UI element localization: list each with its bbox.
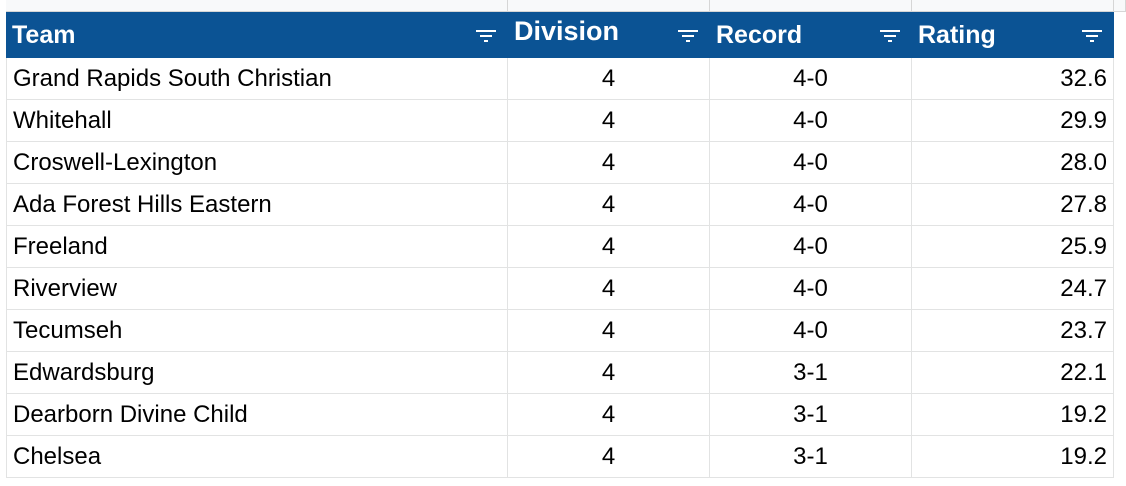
table-cell: Croswell-Lexington xyxy=(6,142,508,184)
table-cell: 29.9 xyxy=(912,100,1114,142)
table-cell: Ada Forest Hills Eastern xyxy=(6,184,508,226)
table-cell: Tecumseh xyxy=(6,310,508,352)
table-cell: 4 xyxy=(508,394,710,436)
table-cell: Grand Rapids South Christian xyxy=(6,58,508,100)
table-cell: 4-0 xyxy=(710,142,912,184)
table-cell: 19.2 xyxy=(912,394,1114,436)
previous-row-cell xyxy=(710,0,912,12)
table-cell: 4 xyxy=(508,352,710,394)
table-cell: 4 xyxy=(508,58,710,100)
filter-button[interactable] xyxy=(474,26,498,46)
table-cell: 4-0 xyxy=(710,310,912,352)
table-cell: 4-0 xyxy=(710,268,912,310)
table-cell: 32.6 xyxy=(912,58,1114,100)
header-label: Division xyxy=(514,15,620,46)
previous-row-cell xyxy=(6,0,508,12)
filter-icon xyxy=(880,30,900,42)
table-cell: 4 xyxy=(508,142,710,184)
header-label: Record xyxy=(716,20,803,49)
filter-icon xyxy=(476,30,496,42)
header-cell: Rating xyxy=(912,12,1114,58)
table-cell: 4 xyxy=(508,100,710,142)
table-cell: 4-0 xyxy=(710,100,912,142)
previous-row-cell xyxy=(1114,0,1126,12)
table-cell: 3-1 xyxy=(710,436,912,478)
table-cell: 4 xyxy=(508,268,710,310)
filter-button[interactable] xyxy=(676,26,700,46)
table-cell: 4-0 xyxy=(710,226,912,268)
table-cell: Dearborn Divine Child xyxy=(6,394,508,436)
table-cell: 4 xyxy=(508,184,710,226)
table-cell: 4 xyxy=(508,436,710,478)
table-cell: 22.1 xyxy=(912,352,1114,394)
header-cell: Team xyxy=(6,12,508,58)
table-cell: 24.7 xyxy=(912,268,1114,310)
table-cell: Riverview xyxy=(6,268,508,310)
filter-icon xyxy=(678,30,698,42)
table-cell: 4-0 xyxy=(710,184,912,226)
table-cell: 28.0 xyxy=(912,142,1114,184)
table-cell: 25.9 xyxy=(912,226,1114,268)
table-cell: 23.7 xyxy=(912,310,1114,352)
table-cell: Chelsea xyxy=(6,436,508,478)
table-cell: 4 xyxy=(508,226,710,268)
header-label: Rating xyxy=(918,20,996,49)
previous-row-cell xyxy=(912,0,1114,12)
table-cell: 27.8 xyxy=(912,184,1114,226)
table-cell: 3-1 xyxy=(710,352,912,394)
header-cell: Record xyxy=(710,12,912,58)
filter-button[interactable] xyxy=(878,26,902,46)
table-cell: Freeland xyxy=(6,226,508,268)
table-cell: Edwardsburg xyxy=(6,352,508,394)
table-cell: 19.2 xyxy=(912,436,1114,478)
filter-button[interactable] xyxy=(1080,26,1104,51)
table-cell: 3-1 xyxy=(710,394,912,436)
filter-icon xyxy=(1082,30,1102,42)
table-cell: 4 xyxy=(508,310,710,352)
previous-row-cell xyxy=(508,0,710,12)
header-cell: Division xyxy=(508,12,710,58)
table-cell: Whitehall xyxy=(6,100,508,142)
table-cell: 4-0 xyxy=(710,58,912,100)
header-label: Team xyxy=(12,20,76,49)
